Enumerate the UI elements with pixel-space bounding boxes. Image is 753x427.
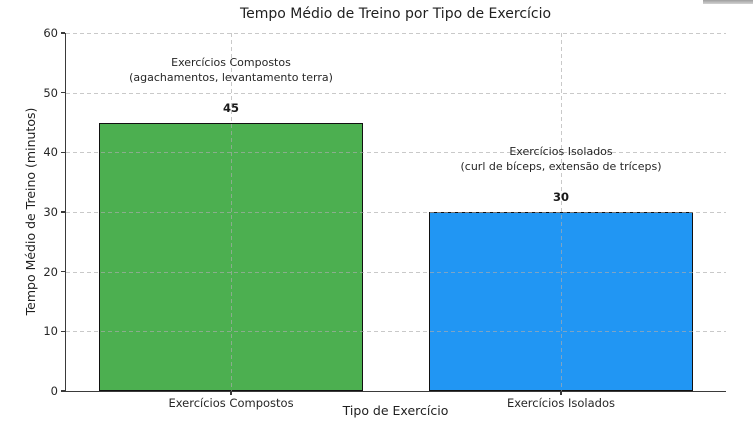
y-tick-mark xyxy=(60,32,65,34)
h-gridline xyxy=(66,331,726,333)
bar-annotation-line: (agachamentos, levantamento terra) xyxy=(129,70,333,84)
h-gridline xyxy=(66,271,726,273)
y-tick-label: 10 xyxy=(43,324,58,339)
bar-value-label: 45 xyxy=(222,100,239,115)
x-tick-label: Exercícios Isolados xyxy=(507,396,615,410)
y-tick-label: 0 xyxy=(50,384,58,398)
x-tick-mark xyxy=(560,391,562,395)
y-tick-mark xyxy=(60,151,65,153)
bar-value-label: 30 xyxy=(552,190,569,204)
x-tick-label: Exercícios Compostos xyxy=(168,396,294,410)
x-axis-label: Tipo de Exercício xyxy=(342,403,449,418)
chart-title: Tempo Médio de Treino por Tipo de Exercí… xyxy=(239,6,552,22)
y-tick-label: 30 xyxy=(43,205,58,219)
y-tick-mark xyxy=(60,211,65,213)
screenshot-artifact xyxy=(703,0,753,4)
v-gridline xyxy=(231,33,232,391)
x-tick-mark xyxy=(230,391,232,395)
bar-annotation: Exercícios Isolados (curl de bíceps, exte… xyxy=(426,144,696,174)
y-tick-mark xyxy=(60,271,65,273)
y-tick-label: 20 xyxy=(43,264,58,279)
h-gridline xyxy=(66,212,726,213)
bar-annotation-line: Exercícios Compostos xyxy=(171,55,291,69)
bar-annotation-line: (curl de bíceps, extensão de tríceps) xyxy=(460,160,662,173)
h-gridline xyxy=(66,33,726,34)
y-axis-label: Tempo Médio de Treino (minutos) xyxy=(23,107,38,316)
y-tick-mark xyxy=(60,330,65,332)
y-tick-label: 40 xyxy=(43,145,58,160)
bar-annotation: Exercícios Compostos (agachamentos, levan… xyxy=(96,55,366,85)
h-gridline xyxy=(66,152,726,154)
y-tick-label: 60 xyxy=(43,26,58,40)
plot-area: 0 10 20 30 40 50 60 Exercícios Compostos Exercíc… xyxy=(43,26,726,410)
y-tick-label: 50 xyxy=(43,85,58,100)
y-tick-mark xyxy=(60,390,65,392)
bar-annotation-line: Exercícios Isolados xyxy=(509,145,613,158)
v-gridline xyxy=(561,33,562,391)
h-gridline xyxy=(66,92,726,94)
y-tick-mark xyxy=(60,92,65,94)
